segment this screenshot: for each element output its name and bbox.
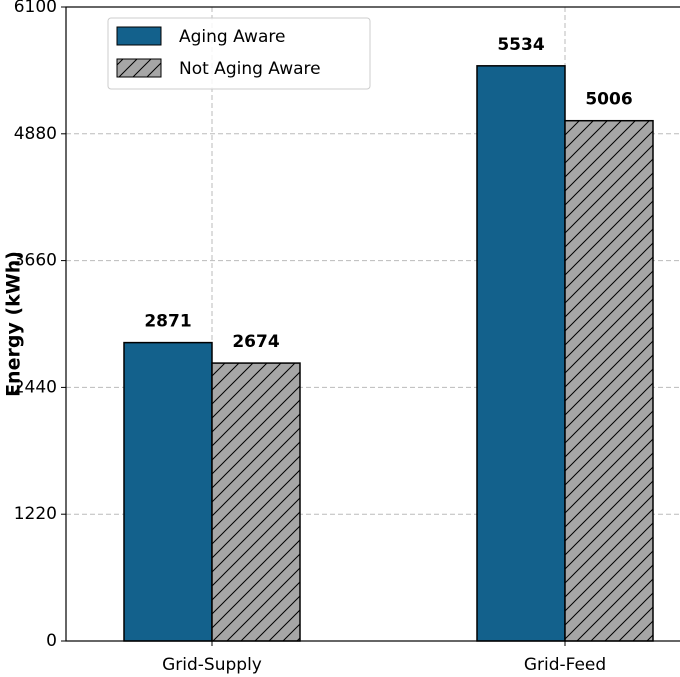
y-tick-label: 3660 <box>14 251 57 271</box>
data-label: 2871 <box>144 312 191 332</box>
bar <box>123 341 213 642</box>
y-tick-label: 0 <box>46 631 57 651</box>
y-axis-label: Energy (kWh) <box>3 251 25 397</box>
y-tick-label: 1220 <box>14 504 57 524</box>
legend-box <box>107 17 371 90</box>
legend-swatch <box>116 26 162 46</box>
bar-hatch <box>212 363 300 641</box>
legend-label: Aging Aware <box>179 27 285 47</box>
y-tick-label: 6100 <box>14 0 57 17</box>
data-label: 2674 <box>232 332 279 352</box>
data-label: 5006 <box>585 90 632 110</box>
plot-frame <box>65 6 680 642</box>
y-tick-label: 2440 <box>14 377 57 397</box>
x-tick-label: Grid-Feed <box>524 655 606 675</box>
bar <box>476 65 566 642</box>
y-tick-label: 4880 <box>14 124 57 144</box>
legend-label: Not Aging Aware <box>179 59 321 79</box>
bar-hatch <box>565 120 653 641</box>
x-tick-label: Grid-Supply <box>162 655 262 675</box>
data-label: 5534 <box>497 35 544 55</box>
legend-hatch <box>117 59 161 77</box>
